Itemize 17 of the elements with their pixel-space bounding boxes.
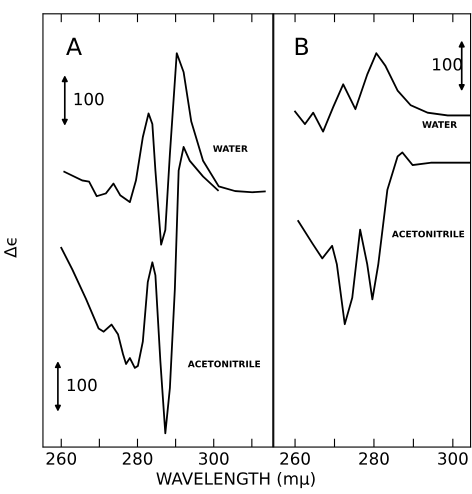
x-axis-title: WAVELENGTH (mμ): [156, 472, 315, 488]
x-tick-label: 280: [359, 452, 389, 465]
chart-title: B: [296, 38, 308, 56]
series-label: ACETONITRILE: [188, 360, 260, 368]
series-label: WATER: [213, 145, 248, 152]
x-tick-label: 300: [438, 452, 468, 465]
series-label: ACETONITRILE: [392, 230, 464, 238]
series-label: WATER: [422, 121, 457, 128]
annotation: 100: [433, 58, 462, 71]
annotation: 100: [74, 92, 104, 106]
y-axis-title: Δϵ: [4, 238, 17, 258]
annotation: 100: [68, 378, 97, 392]
chart-title: A: [66, 38, 82, 56]
x-tick-label: 300: [199, 452, 229, 465]
x-tick-label: 280: [122, 452, 152, 465]
x-tick-label: 260: [280, 452, 310, 465]
x-tick-label: 260: [46, 452, 76, 465]
